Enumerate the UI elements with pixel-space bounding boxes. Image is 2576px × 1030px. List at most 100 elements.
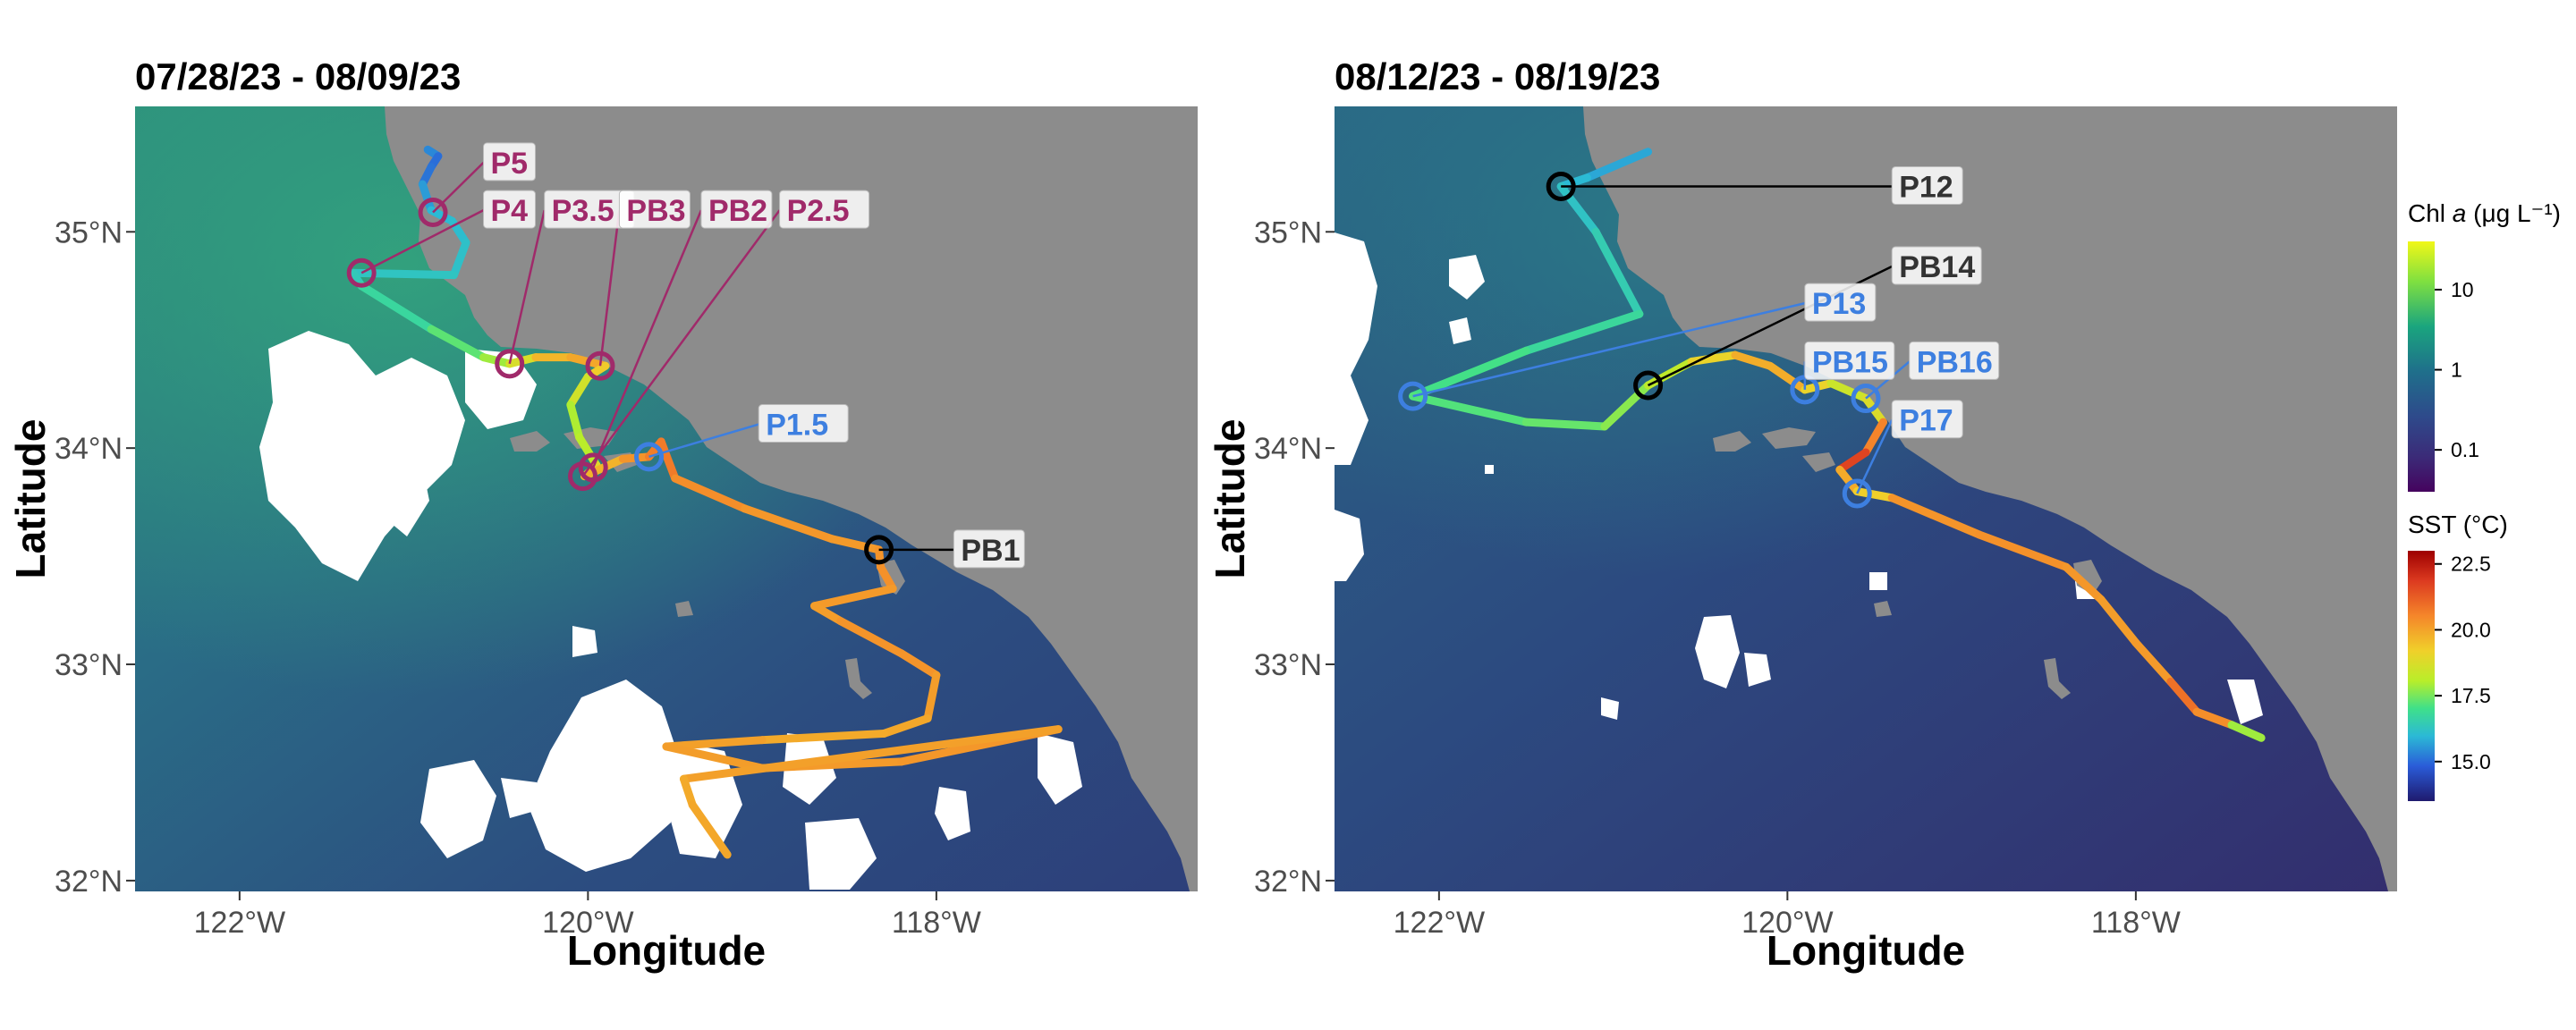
station-marker: [1633, 370, 1664, 401]
station-label: PB2: [700, 190, 773, 229]
track-segment: [348, 268, 458, 280]
track-segment: [879, 714, 932, 738]
station-label: P5: [483, 142, 537, 182]
station-label-text: P13: [1812, 287, 1866, 321]
panel-right-y-ticks: 32°N 33°N 34°N 35°N: [1254, 215, 1335, 899]
station-label-text: P3.5: [552, 194, 614, 228]
panel-right-map: [1335, 106, 2397, 891]
station-marker: [1851, 384, 1881, 414]
panel-left-ylabel: Latitude: [7, 419, 54, 579]
track-segment: [2131, 638, 2175, 686]
track-segment: [2227, 721, 2266, 742]
cloud-gaps: [259, 331, 1082, 890]
panel-right-xlabel: Longitude: [1767, 927, 1965, 974]
track-segment: [1409, 392, 1530, 426]
station-marker: [495, 349, 525, 379]
chl-tick-label: 10: [2451, 278, 2474, 301]
track-segment: [566, 372, 592, 409]
track-segment: [827, 535, 884, 554]
track-segment: [2192, 707, 2236, 730]
track-segment: [836, 617, 906, 658]
station-marker: [418, 198, 448, 228]
station-label: P3.5: [544, 190, 635, 229]
track-segment: [1826, 379, 1870, 403]
cloud-gaps: [1335, 232, 2290, 724]
sst-legend-ticks: 22.5 20.0 17.5 15.0: [2435, 553, 2491, 773]
station-label-text: P17: [1899, 404, 1953, 438]
station-label-box: [953, 529, 1025, 569]
station-label: PB15: [1804, 341, 1895, 380]
station-marker: [1842, 478, 1872, 509]
chl-colorbar: [2408, 241, 2435, 492]
station-label-text: P1.5: [766, 409, 828, 443]
station-label-box: [1909, 341, 2000, 380]
station-marker: [864, 535, 894, 565]
y-tick-label: 34°N: [55, 432, 123, 466]
islands: [1713, 427, 2102, 699]
y-tick-label: 33°N: [55, 648, 123, 682]
station-label-text: P12: [1899, 170, 1953, 204]
track-segment: [688, 800, 732, 859]
track-segment: [1409, 346, 1530, 401]
track-segment: [662, 736, 767, 751]
station-labels: P12 PB14 P13 PB15 PB16 P17: [1804, 165, 2000, 439]
station-label-box: [1804, 283, 1877, 322]
station-label-text: P2.5: [787, 194, 850, 228]
panel-right-x-ticks: 122°W 120°W 118°W: [1394, 891, 2181, 940]
station-label: PB3: [618, 190, 691, 229]
track-segment: [2166, 677, 2201, 716]
chl-legend-title: Chl a (μg L⁻¹): [2408, 199, 2561, 227]
station-connector: [1412, 301, 1806, 398]
panel-left-title: 07/28/23 - 08/09/23: [135, 55, 461, 97]
station-label-text: PB2: [708, 194, 767, 228]
sst-tick-label: 20.0: [2451, 618, 2491, 641]
station-label-box: [758, 404, 849, 443]
panel-right: 08/12/23 - 08/19/23: [1207, 55, 2397, 974]
x-tick-label: 120°W: [542, 906, 633, 940]
track-segment: [741, 504, 836, 544]
track-segment: [427, 325, 488, 362]
y-tick-label: 35°N: [55, 215, 123, 249]
legend: Chl a (μg L⁻¹) 10 1 0.1 SST (°C) 22.5 20.0 1…: [2408, 199, 2561, 801]
station-label-text: P5: [491, 147, 529, 181]
station-label-box: [1891, 246, 1982, 285]
track-segment: [1835, 465, 1861, 496]
track-segment: [679, 774, 697, 809]
land: [1583, 106, 2397, 891]
station-label-box: [483, 142, 537, 182]
station-marker: [1546, 171, 1576, 201]
station-label: P12: [1891, 165, 1963, 205]
track-segment: [679, 725, 1063, 783]
station-label-text: PB16: [1917, 345, 1993, 379]
track-segment: [1731, 350, 1775, 370]
chl-tick-label: 1: [2451, 359, 2462, 382]
station-label-box: [700, 190, 773, 229]
station-connector: [598, 209, 621, 367]
x-tick-label: 118°W: [892, 906, 981, 940]
station-label-text: PB14: [1899, 250, 1975, 284]
x-tick-label: 118°W: [2091, 906, 2181, 940]
track-segment: [671, 474, 750, 513]
x-tick-label: 120°W: [1741, 906, 1833, 940]
station-marker: [346, 258, 377, 288]
x-tick-label: 122°W: [1394, 906, 1485, 940]
station-label-box: [1804, 341, 1895, 380]
panel-right-ylabel: Latitude: [1207, 419, 1253, 579]
sst-tick-label: 15.0: [2451, 750, 2491, 773]
panel-left-map: [135, 106, 1198, 891]
station-label-box: [618, 190, 691, 229]
track-segment: [449, 238, 470, 280]
station-connector: [360, 208, 485, 274]
x-tick-label: 122°W: [194, 906, 285, 940]
track-segment: [1835, 448, 1870, 474]
station-connector: [1865, 360, 1911, 400]
station-label: P13: [1804, 283, 1877, 322]
sst-tick-label: 22.5: [2451, 553, 2491, 576]
track-segment: [897, 649, 941, 680]
y-tick-label: 34°N: [1254, 432, 1322, 466]
sst-legend-title: SST (°C): [2408, 511, 2508, 538]
station-marker: [585, 350, 615, 381]
station-label: P17: [1891, 400, 1963, 439]
station-label-box: [1891, 165, 1963, 205]
track-segment: [1600, 381, 1653, 431]
